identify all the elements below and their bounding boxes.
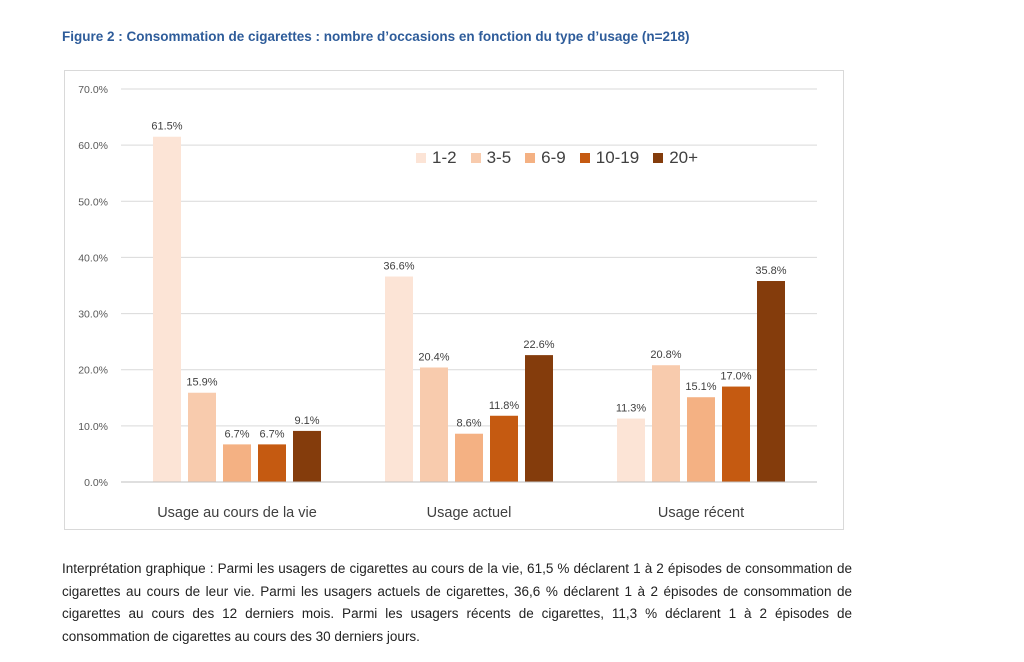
- legend-item: 6-9: [525, 148, 566, 168]
- legend-label: 1-2: [432, 148, 457, 167]
- data-label: 17.0%: [720, 371, 751, 383]
- bar: [455, 433, 483, 482]
- legend-item: 20+: [653, 148, 698, 168]
- data-label: 20.4%: [418, 351, 449, 363]
- legend-swatch: [579, 153, 590, 163]
- legend-swatch: [470, 153, 481, 163]
- y-tick-label: 20.0%: [78, 365, 108, 377]
- data-label: 9.1%: [294, 415, 319, 427]
- data-label: 36.6%: [383, 261, 414, 273]
- legend-label: 3-5: [486, 148, 512, 167]
- bar: [490, 415, 518, 482]
- y-tick-label: 60.0%: [78, 140, 108, 152]
- y-tick-label: 0.0%: [84, 477, 108, 489]
- legend-swatch: [653, 153, 664, 163]
- bar: [687, 397, 715, 482]
- bar: [223, 444, 251, 482]
- y-tick-label: 10.0%: [78, 421, 108, 433]
- y-tick-label: 30.0%: [78, 309, 108, 321]
- legend-label: 10-19: [595, 148, 640, 167]
- data-label: 35.8%: [755, 265, 786, 277]
- data-label: 6.7%: [224, 428, 249, 440]
- data-label: 11.3%: [616, 403, 647, 415]
- bar: [258, 444, 286, 482]
- bar-chart: 0.0% 10.0% 20.0% 30.0% 40.0% 50.0% 60.0% 70.0% 6…: [78, 84, 817, 521]
- legend-item: 1-2: [416, 148, 457, 168]
- interpretation-caption: Interprétation graphique : Parmi les usa…: [62, 561, 852, 644]
- x-category-label: Usage au cours de la vie: [157, 505, 317, 521]
- bar: [722, 386, 750, 482]
- bar: [420, 367, 448, 482]
- bar: [757, 281, 785, 482]
- bar: [293, 430, 321, 482]
- bar: [153, 136, 181, 482]
- x-category-label: Usage actuel: [427, 505, 512, 521]
- y-tick-label: 40.0%: [78, 252, 108, 264]
- y-tick-label: 50.0%: [78, 196, 108, 208]
- data-label: 15.1%: [685, 381, 716, 393]
- bar: [525, 355, 553, 482]
- figure-title: Figure 2 : Consommation de cigarettes : …: [62, 29, 690, 44]
- data-label: 20.8%: [650, 349, 681, 361]
- legend-label: 20+: [669, 148, 699, 167]
- data-label: 6.7%: [259, 428, 284, 440]
- legend-swatch: [416, 153, 426, 163]
- bar: [617, 418, 645, 482]
- legend-label: 6-9: [541, 148, 566, 167]
- legend-item: 3-5: [470, 148, 512, 168]
- data-label: 15.9%: [186, 377, 217, 389]
- y-tick-label: 70.0%: [78, 84, 108, 96]
- bar: [385, 276, 413, 482]
- bar: [188, 392, 216, 482]
- data-label: 61.5%: [151, 121, 182, 133]
- bar: [652, 365, 680, 482]
- data-label: 8.6%: [456, 418, 481, 430]
- data-label: 22.6%: [523, 339, 554, 351]
- data-label: 11.8%: [489, 400, 520, 412]
- legend-item: 10-19: [579, 148, 640, 168]
- x-category-label: Usage récent: [658, 505, 744, 521]
- chart-legend: 1-2 3-5 6-9 10-19 20+: [416, 148, 698, 168]
- legend-swatch: [525, 153, 536, 163]
